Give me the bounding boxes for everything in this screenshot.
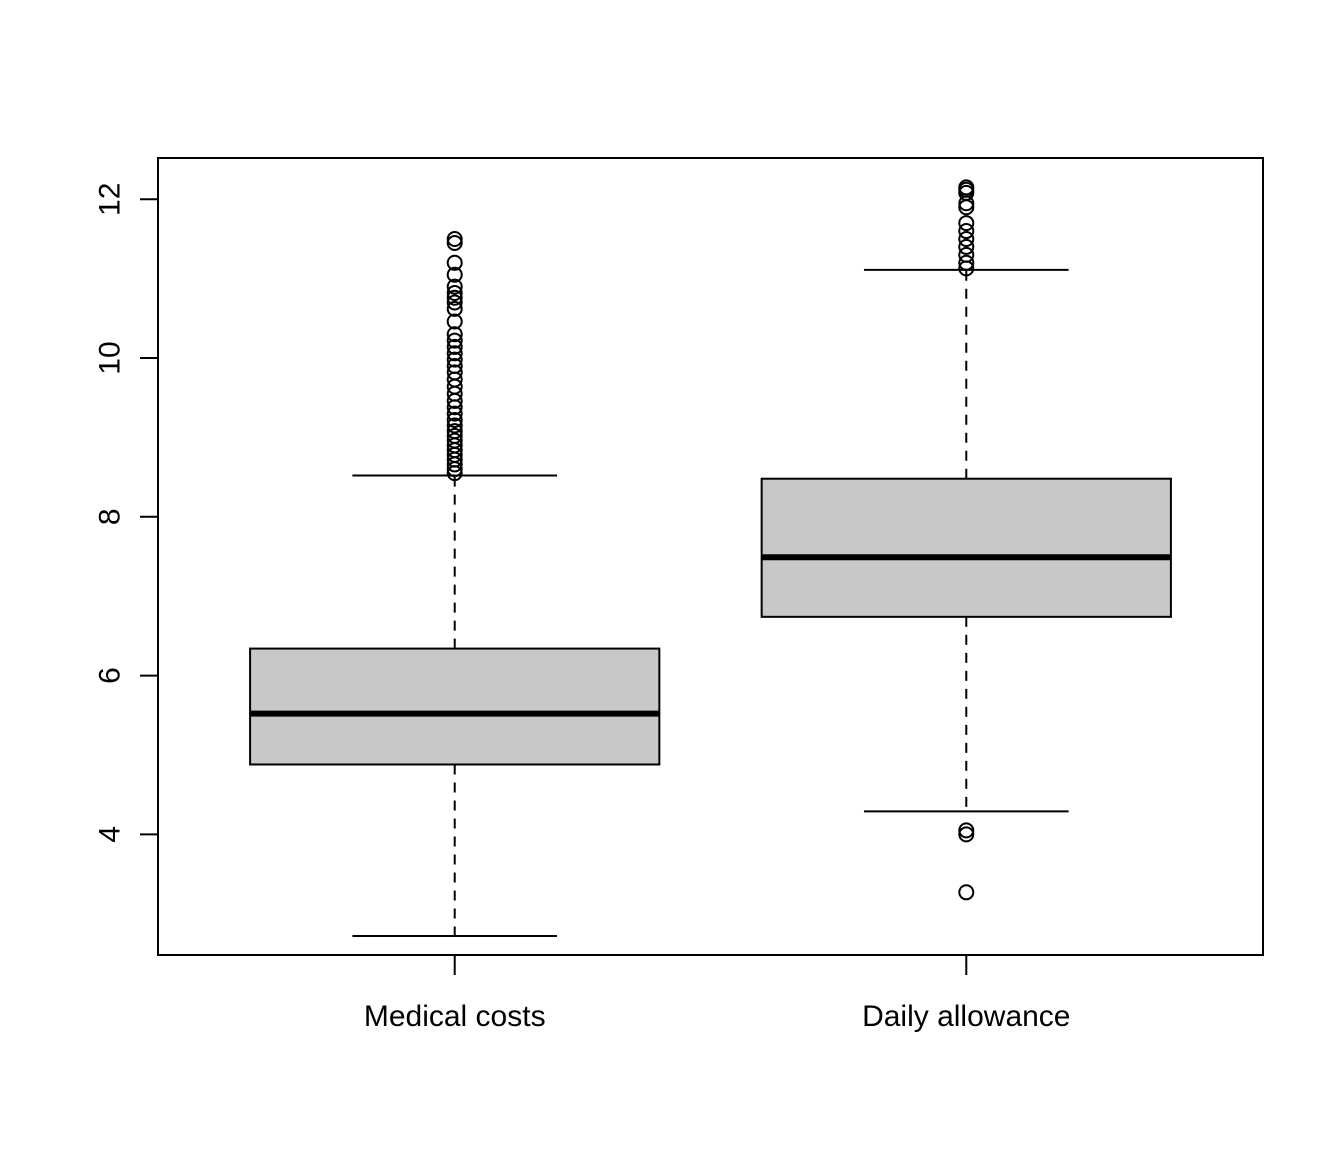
x-category-label: Daily allowance [862, 1000, 1070, 1033]
y-tick-label: 6 [94, 667, 127, 684]
outlier-point [446, 230, 463, 247]
outlier-point [446, 266, 463, 283]
outlier-point [446, 417, 463, 434]
outlier-point [446, 300, 463, 317]
x-axis: Medical costs Daily allowance [364, 955, 1071, 1033]
outlier-point [446, 411, 463, 428]
outlier-point [958, 179, 975, 196]
outlier-point [446, 427, 463, 444]
outlier-point [958, 254, 975, 271]
x-category-label: Medical costs [364, 1000, 546, 1033]
outlier-point [446, 234, 463, 251]
outlier-point [446, 351, 463, 368]
outlier-point [446, 332, 463, 349]
outlier-point [958, 246, 975, 263]
outlier-point [958, 215, 975, 232]
outlier-point [958, 822, 975, 839]
outlier-point [446, 326, 463, 343]
outlier-point [446, 284, 463, 301]
outlier-point [446, 357, 463, 374]
outlier-point [446, 289, 463, 306]
box-group [249, 230, 661, 937]
outlier-point [446, 278, 463, 295]
y-axis: 4 6 8 10 12 [94, 183, 159, 843]
y-tick-label: 10 [94, 341, 127, 374]
outlier-point [446, 432, 463, 449]
outlier-point [446, 364, 463, 381]
outlier-point [958, 884, 975, 901]
iqr-box [249, 647, 661, 766]
outlier-point [958, 223, 975, 240]
outlier-point [446, 254, 463, 271]
outlier-point [446, 338, 463, 355]
outlier-point [446, 405, 463, 422]
y-tick-label: 12 [94, 183, 127, 216]
boxes [249, 179, 1172, 937]
outlier-point [446, 345, 463, 362]
outlier-point [958, 826, 975, 843]
outlier-point [958, 230, 975, 247]
outlier-point [446, 294, 463, 311]
box-group [760, 179, 1172, 901]
iqr-box [760, 477, 1172, 618]
outlier-point [446, 423, 463, 440]
outlier-point [446, 313, 463, 330]
outlier-point [958, 238, 975, 255]
y-tick-label: 4 [94, 826, 127, 843]
y-tick-label: 8 [94, 508, 127, 525]
